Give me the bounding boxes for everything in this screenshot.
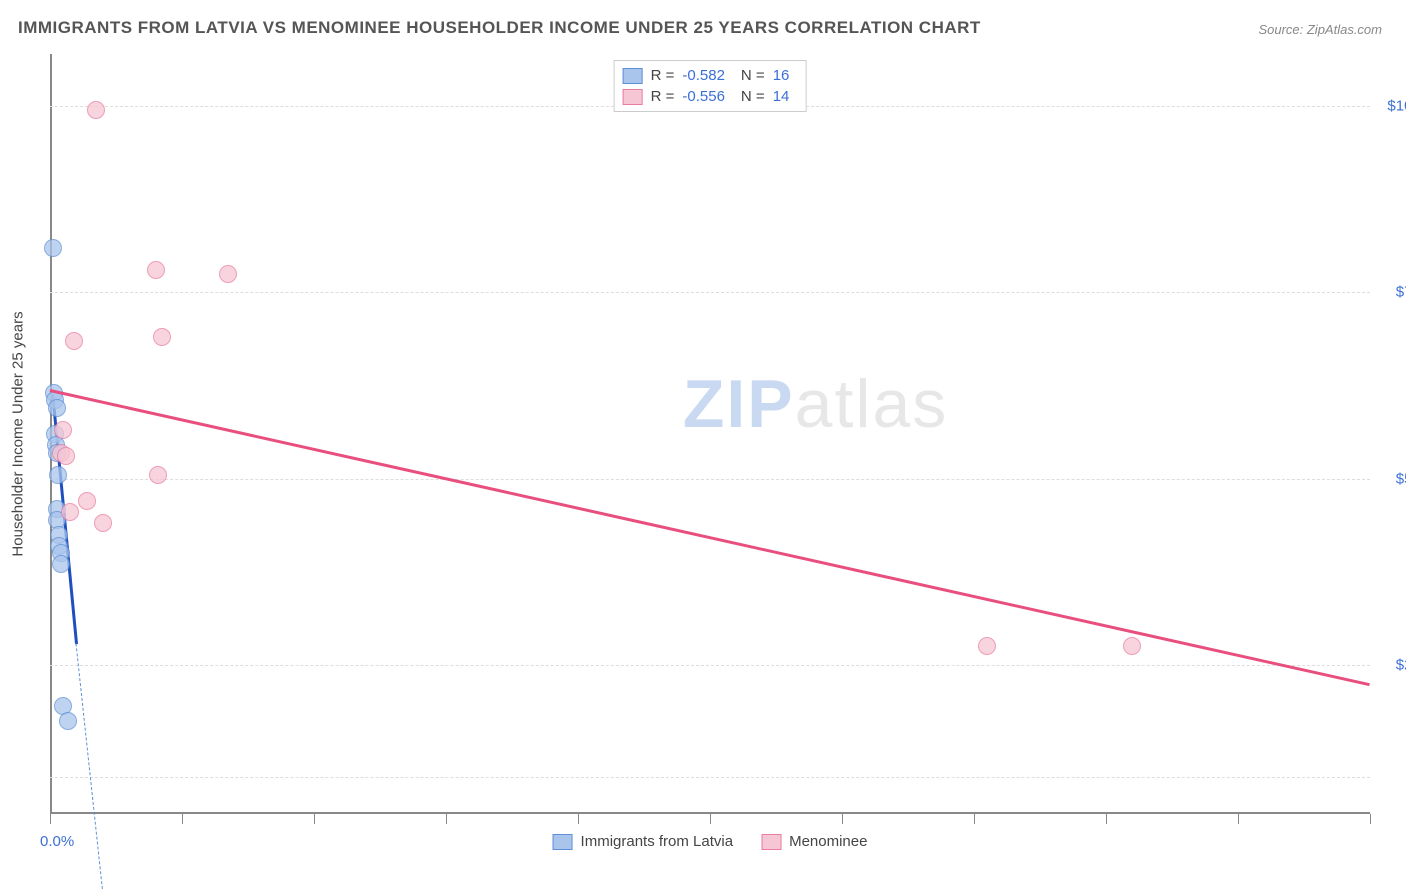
legend-label-latvia: Immigrants from Latvia [581, 833, 734, 850]
y-tick-label: $100,000 [1375, 98, 1406, 115]
x-tick [314, 814, 315, 824]
data-point [1123, 637, 1141, 655]
legend-row-latvia: R = -0.582 N = 16 [623, 65, 798, 86]
x-tick-max: 100.0% [1380, 833, 1406, 850]
x-tick [974, 814, 975, 824]
data-point [153, 328, 171, 346]
x-tick [446, 814, 447, 824]
gridline-h [50, 479, 1370, 480]
r-label: R = [651, 88, 675, 105]
n-value-latvia: 16 [773, 67, 790, 84]
plot-surface: ZIPatlas $25,000$50,000$75,000$100,000 [50, 54, 1370, 814]
data-point [87, 101, 105, 119]
data-point [54, 421, 72, 439]
legend-item-latvia: Immigrants from Latvia [553, 833, 734, 850]
data-point [52, 555, 70, 573]
data-point [219, 265, 237, 283]
swatch-latvia [623, 68, 643, 84]
x-tick [50, 814, 51, 824]
x-tick-min: 0.0% [40, 833, 74, 850]
y-tick-label: $50,000 [1375, 470, 1406, 487]
x-tick [1370, 814, 1371, 824]
watermark-atlas: atlas [795, 366, 949, 442]
data-point [61, 503, 79, 521]
chart-title: IMMIGRANTS FROM LATVIA VS MENOMINEE HOUS… [18, 18, 981, 38]
x-tick [842, 814, 843, 824]
x-tick [182, 814, 183, 824]
data-point [44, 239, 62, 257]
r-value-menominee: -0.556 [682, 88, 725, 105]
trend-line [50, 389, 1371, 686]
data-point [65, 332, 83, 350]
data-point [48, 399, 66, 417]
x-tick [1238, 814, 1239, 824]
legend-row-menominee: R = -0.556 N = 14 [623, 86, 798, 107]
legend-item-menominee: Menominee [761, 833, 867, 850]
source-attribution: Source: ZipAtlas.com [1258, 22, 1382, 37]
x-tick [578, 814, 579, 824]
trend-line-dashed [76, 643, 103, 889]
n-label: N = [741, 67, 765, 84]
n-value-menominee: 14 [773, 88, 790, 105]
chart-plot-area: Householder Income Under 25 years ZIPatl… [50, 54, 1370, 814]
r-label: R = [651, 67, 675, 84]
swatch-menominee [623, 89, 643, 105]
data-point [978, 637, 996, 655]
y-tick-label: $25,000 [1375, 656, 1406, 673]
y-tick-label: $75,000 [1375, 284, 1406, 301]
watermark: ZIPatlas [683, 365, 948, 443]
n-label: N = [741, 88, 765, 105]
gridline-h [50, 777, 1370, 778]
correlation-legend: R = -0.582 N = 16 R = -0.556 N = 14 [614, 60, 807, 112]
data-point [149, 466, 167, 484]
swatch-menominee-bottom [761, 834, 781, 850]
r-value-latvia: -0.582 [682, 67, 725, 84]
legend-label-menominee: Menominee [789, 833, 867, 850]
data-point [78, 492, 96, 510]
data-point [94, 514, 112, 532]
source-prefix: Source: [1258, 22, 1306, 37]
data-point [59, 712, 77, 730]
swatch-latvia-bottom [553, 834, 573, 850]
data-point [147, 261, 165, 279]
x-tick [1106, 814, 1107, 824]
y-axis-title: Householder Income Under 25 years [10, 311, 27, 556]
source-name: ZipAtlas.com [1307, 22, 1382, 37]
gridline-h [50, 665, 1370, 666]
x-tick [710, 814, 711, 824]
watermark-zip: ZIP [683, 366, 795, 442]
data-point [57, 447, 75, 465]
data-point [49, 466, 67, 484]
gridline-h [50, 292, 1370, 293]
series-legend: Immigrants from Latvia Menominee [553, 833, 868, 850]
